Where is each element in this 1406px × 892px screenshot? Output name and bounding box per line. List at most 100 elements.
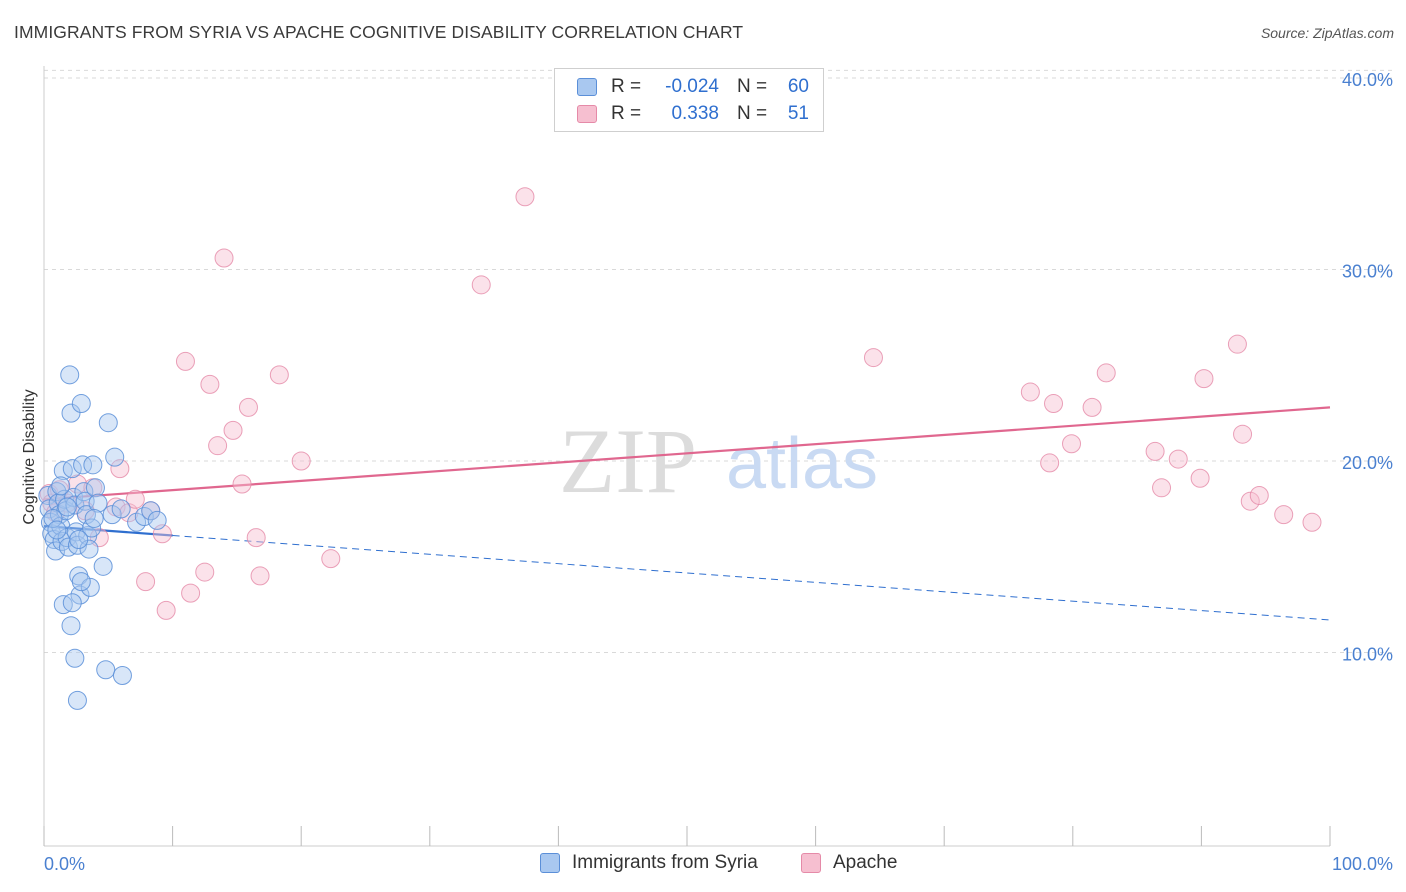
apache-point (269, 365, 289, 385)
syria-point (96, 660, 116, 680)
syria-point (71, 394, 91, 414)
apache-point (1040, 453, 1060, 473)
apache-legend-swatch (801, 853, 821, 873)
legend-row-apache: R = 0.338 N = 51 (577, 102, 809, 126)
syria-point (43, 508, 63, 528)
syria-point (112, 665, 132, 685)
legend-label-syria: Immigrants from Syria (572, 852, 758, 873)
syria-point (88, 493, 108, 513)
n-value: 60 (787, 76, 809, 97)
apache-point (246, 528, 266, 548)
apache-point (232, 474, 252, 494)
syria-point (67, 690, 87, 710)
chart-title: IMMIGRANTS FROM SYRIA VS APACHE COGNITIV… (14, 22, 744, 42)
apache-point (863, 348, 883, 368)
series-legend: Immigrants from Syria Apache (0, 852, 1406, 878)
syria-point (62, 593, 82, 613)
apache-point (250, 566, 270, 586)
syria-point (141, 501, 161, 521)
syria-point (46, 541, 66, 561)
apache-point (1190, 468, 1210, 488)
apache-point (1233, 424, 1253, 444)
apache-point (110, 459, 130, 479)
r-value: 0.338 (671, 103, 719, 124)
apache-point (1096, 363, 1116, 383)
apache-point (195, 562, 215, 582)
gridlines (44, 69, 1393, 653)
r-label: R = (611, 76, 642, 97)
syria-point (65, 648, 85, 668)
syria-swatch (577, 78, 597, 96)
syria-point (147, 510, 167, 530)
syria-point (80, 577, 100, 597)
r-label: R = (611, 103, 642, 124)
axes (43, 66, 1331, 847)
apache-point (1020, 382, 1040, 402)
apache-point (291, 451, 311, 471)
apache-point (136, 572, 156, 592)
apache-point (181, 583, 201, 603)
x-tick-label: 0.0% (44, 854, 85, 874)
y-tick-label: 20.0% (1342, 453, 1393, 473)
syria-point (84, 508, 104, 528)
apache-point (223, 420, 243, 440)
y-tick-label: 30.0% (1342, 262, 1393, 282)
apache-point (200, 374, 220, 394)
syria-point (83, 455, 103, 475)
legend-item-syria: Immigrants from Syria (540, 852, 758, 874)
syria-point (47, 520, 67, 540)
syria-point (74, 482, 94, 502)
syria-point (51, 476, 71, 496)
syria-point (61, 403, 81, 423)
apache-point (175, 351, 195, 371)
tick-labels: 10.0% 20.0% 30.0% 40.0% 0.0% 100.0% (44, 70, 1393, 874)
y-tick-label: 10.0% (1342, 645, 1393, 665)
source-label: Source: ZipAtlas.com (1260, 25, 1394, 41)
apache-point (1062, 434, 1082, 454)
apache-point (238, 397, 258, 417)
syria-trend-line-dashed (172, 534, 1331, 621)
n-label: N = (737, 76, 768, 97)
apache-point (1082, 397, 1102, 417)
apache-point (125, 489, 145, 509)
watermark-atlas: atlas (726, 424, 878, 504)
n-value: 51 (787, 103, 809, 124)
legend-label-apache: Apache (833, 852, 898, 873)
apache-point (471, 275, 491, 295)
apache-point (1240, 491, 1260, 511)
apache-point (321, 549, 341, 569)
apache-point (1274, 505, 1294, 525)
syria-point (67, 535, 87, 555)
apache-point (208, 436, 228, 456)
y-tick-label: 40.0% (1342, 70, 1393, 90)
syria-point (98, 413, 118, 433)
legend-item-apache: Apache (801, 852, 897, 874)
apache-trend-line (43, 406, 1331, 501)
syria-point (105, 447, 125, 467)
syria-point (64, 487, 84, 507)
apache-swatch (577, 105, 597, 123)
syria-point (93, 556, 113, 576)
apache-point (1044, 394, 1064, 414)
apache-point (1227, 334, 1247, 354)
syria-legend-swatch (540, 853, 560, 873)
apache-point (156, 600, 176, 620)
syria-point (73, 455, 93, 475)
syria-point (71, 572, 91, 592)
syria-point (57, 497, 77, 517)
syria-point (69, 530, 89, 550)
syria-point (85, 478, 105, 498)
apache-point (515, 187, 535, 207)
syria-point (57, 528, 77, 548)
y-axis-label: Cognitive Disability (21, 389, 38, 524)
n-label: N = (737, 103, 768, 124)
stats-legend: R = -0.024 N = 60 R = 0.338 N = 51 (554, 68, 824, 132)
legend-row-syria: R = -0.024 N = 60 (577, 75, 809, 99)
syria-points (38, 365, 167, 710)
syria-point (62, 459, 82, 479)
apache-points (39, 187, 1322, 620)
syria-point (127, 512, 147, 532)
syria-point (61, 616, 81, 636)
apache-point (1168, 449, 1188, 469)
